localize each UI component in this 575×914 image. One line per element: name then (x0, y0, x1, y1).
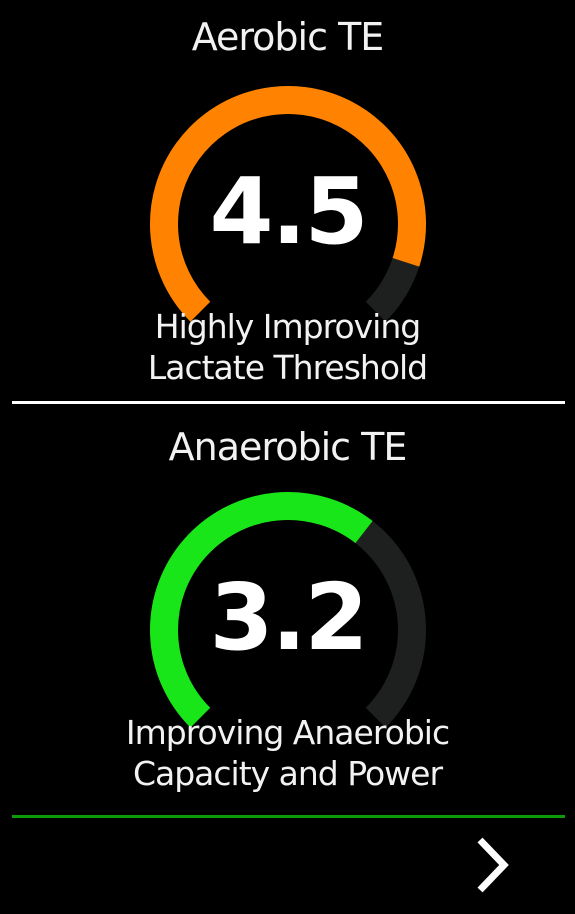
anaerobic-te-value: 3.2 (209, 564, 369, 671)
next-page-button[interactable] (462, 830, 526, 900)
anaerobic-te-description-line2: Capacity and Power (132, 754, 443, 793)
aerobic-te-gauge: 4.5 (148, 86, 428, 322)
anaerobic-te-gauge: 3.2 (148, 492, 428, 728)
aerobic-gauge-fill (150, 86, 426, 322)
anaerobic-gauge-fill (150, 492, 373, 728)
bottom-divider (12, 815, 565, 818)
aerobic-te-description-line2: Lactate Threshold (147, 348, 428, 387)
anaerobic-te-title: Anaerobic TE (168, 425, 408, 469)
anaerobic-te-section: Anaerobic TE 3.2 Improving Anaerobic Cap… (0, 404, 575, 814)
chevron-right-icon (477, 837, 509, 893)
aerobic-te-description-line1: Highly Improving (154, 307, 421, 346)
aerobic-te-title: Aerobic TE (191, 15, 385, 59)
aerobic-te-section: Aerobic TE 4.5 Highly Improving Lactate … (0, 0, 575, 400)
anaerobic-te-description-line1: Improving Anaerobic (125, 713, 450, 752)
section-divider (12, 401, 565, 404)
aerobic-te-value: 4.5 (209, 158, 369, 265)
aerobic-te-description: Highly Improving Lactate Threshold (0, 306, 575, 388)
anaerobic-te-description: Improving Anaerobic Capacity and Power (0, 712, 575, 794)
